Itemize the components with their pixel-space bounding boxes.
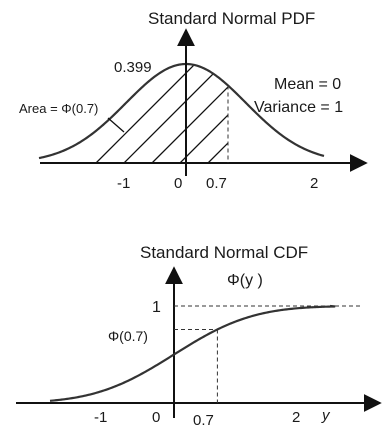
pdf-panel: Standard Normal PDF 0.399 Area = Φ(0.7) …: [19, 9, 368, 192]
pdf-xtick-neg1: -1: [117, 175, 130, 192]
hatch-line: [151, 64, 228, 163]
cdf-curve: [49, 304, 336, 402]
pdf-peak-label: 0.399: [114, 59, 152, 76]
pdf-curve: [38, 62, 325, 160]
cdf-function-label: Φ(y ): [227, 272, 263, 289]
cdf-xtick-07: 0.7: [193, 412, 214, 427]
cdf-xtick-2: 2: [292, 409, 300, 426]
pdf-area-label: Area = Φ(0.7): [19, 101, 98, 116]
pdf-xtick-2: 2: [310, 175, 318, 192]
pdf-variance-label: Variance = 1: [254, 99, 343, 116]
cdf-xtick-neg1: -1: [94, 409, 107, 426]
cdf-ytick-phi07: Φ(0.7): [108, 328, 148, 344]
hatch-line: [207, 64, 228, 163]
cdf-x-axis-label: y: [321, 407, 331, 424]
cdf-ytick-1: 1: [152, 299, 161, 316]
pdf-xtick-0: 0: [174, 175, 182, 192]
hatch-line: [95, 64, 207, 163]
cdf-panel: Standard Normal CDF Φ(y ) 1 Φ(0.7) -1 0 …: [16, 243, 382, 427]
pdf-title: Standard Normal PDF: [148, 9, 315, 28]
cdf-title: Standard Normal CDF: [140, 243, 308, 262]
cdf-xtick-0: 0: [152, 409, 160, 426]
hatch-line: [179, 64, 228, 163]
pdf-mean-label: Mean = 0: [274, 76, 341, 93]
pdf-area-pointer: [107, 117, 125, 133]
pdf-xtick-07: 0.7: [206, 175, 227, 192]
